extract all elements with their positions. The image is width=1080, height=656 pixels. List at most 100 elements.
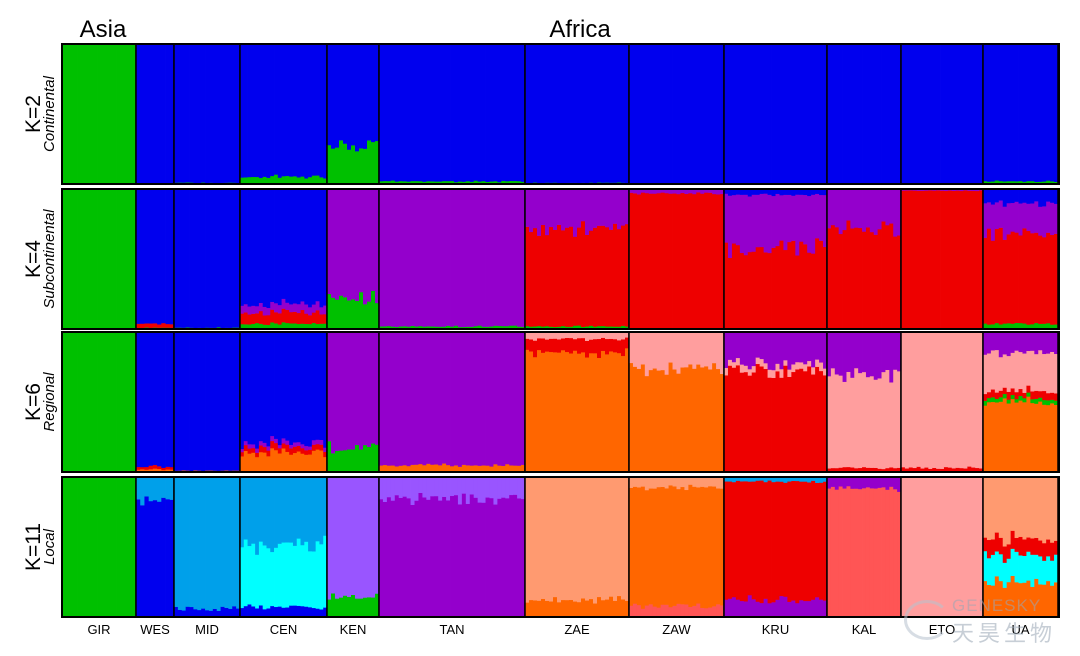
admixture-bar-K4-KRU-6-purple: [747, 196, 753, 253]
k-label-K11: K=11: [22, 523, 45, 571]
admixture-bar-K6-ZAE-23-pink: [617, 332, 622, 341]
admixture-bar-K2-TAN-30-blue: [497, 44, 502, 183]
admixture-bar-K11-KRU-1-purple: [727, 598, 733, 618]
admixture-bar-K4-ZAE-21-green: [609, 326, 614, 330]
admixture-bar-K6-KAL-0-purple: [827, 332, 832, 377]
admixture-bar-K4-ZAW-0-red: [629, 192, 634, 330]
admixture-bar-K6-ZAE-14-pink: [581, 332, 586, 339]
admixture-bar-K2-ETO-16-blue: [963, 44, 968, 185]
admixture-bar-K6-ZAE-23-orange: [617, 352, 622, 473]
admixture-bar-K11-CEN-9-blue: [274, 606, 279, 618]
admixture-bar-K4-CEN-3-blue: [251, 189, 256, 306]
admixture-bar-K4-KEN-9-purple: [363, 189, 368, 305]
admixture-bar-K11-ZAE-1-salmon: [529, 477, 534, 601]
admixture-bar-K11-TAN-6-lavender: [402, 477, 408, 497]
admixture-bar-K6-MID-0-blue: [174, 332, 179, 471]
admixture-bar-K2-TAN-11-blue: [422, 44, 427, 182]
admixture-bar-K4-MID-16-blue: [236, 189, 241, 328]
admixture-bar-K6-KRU-12-red: [771, 377, 776, 473]
admixture-bar-K6-WES-2-blue: [144, 332, 150, 468]
admixture-bar-K4-KRU-12-red: [771, 247, 776, 330]
admixture-bar-K4-MID-2-blue: [181, 189, 187, 328]
admixture-bar-K6-UA-13-orange: [1034, 403, 1039, 473]
admixture-bar-K6-KRU-15-red: [783, 365, 788, 473]
admixture-bar-K4-ZAE-13-purple: [577, 189, 582, 228]
admixture-bar-K6-TAN-15-orange: [438, 465, 443, 473]
admixture-bar-K11-CEN-8-cyan: [270, 551, 275, 607]
admixture-bar-K6-CEN-3-orange: [251, 452, 256, 473]
admixture-bar-K11-KAL-8-coral: [858, 488, 863, 618]
admixture-bar-K4-TAN-28-purple: [489, 189, 494, 327]
admixture-bar-K11-ZAW-10-coral: [668, 606, 673, 618]
admixture-bar-K6-WES-2-red: [144, 466, 150, 470]
admixture-bar-K4-UA-8-green: [1014, 322, 1019, 330]
admixture-bar-K6-GIR-1-green: [65, 332, 71, 473]
admixture-bar-K11-KEN-8-green: [359, 598, 364, 618]
admixture-bar-K11-MID-14-blue: [228, 608, 233, 618]
admixture-bar-K4-MID-7-blue: [201, 189, 206, 329]
admixture-bar-K6-ETO-14-pink: [955, 332, 960, 468]
admixture-bar-K2-TAN-2-blue: [386, 44, 392, 182]
admixture-bar-K2-ZAW-23-blue: [720, 44, 725, 185]
admixture-bar-K2-TAN-9-blue: [414, 44, 419, 182]
admixture-bar-K6-KRU-16-red: [787, 376, 792, 473]
admixture-bar-K11-CEN-3-blue: [251, 606, 256, 618]
admixture-bar-K6-GIR-15-green: [120, 332, 125, 473]
admixture-bar-K2-TAN-23-blue: [469, 44, 475, 182]
admixture-bar-K6-ZAE-5-pink: [545, 332, 550, 340]
admixture-bar-K4-GIR-0-green: [62, 189, 67, 330]
admixture-bar-K11-UA-16-cyan: [1046, 556, 1051, 582]
admixture-bar-K2-ZAE-6-blue: [549, 44, 554, 183]
admixture-bar-K4-ETO-7-red: [928, 190, 933, 330]
admixture-bar-K6-UA-5-orange: [1002, 398, 1008, 473]
admixture-bar-K6-TAN-14-orange: [434, 464, 439, 473]
admixture-bar-K4-CEN-17-red: [304, 313, 309, 325]
admixture-bar-K4-KEN-7-green: [355, 300, 360, 330]
admixture-bar-K6-CEN-11-blue: [281, 332, 286, 439]
admixture-bar-K2-UA-9-green: [1018, 180, 1023, 185]
admixture-bar-K2-GIR-6-green: [85, 44, 90, 185]
admixture-bar-K2-KRU-12-blue: [771, 44, 776, 185]
admixture-bar-K4-CEN-14-purple: [292, 303, 298, 312]
admixture-bar-K6-ZAE-3-pink: [537, 332, 542, 339]
admixture-bar-K4-ZAE-7-purple: [553, 189, 558, 230]
admixture-bar-K6-CEN-2-purple: [247, 444, 252, 449]
admixture-bar-K4-ZAE-17-red: [593, 227, 598, 327]
admixture-bar-K6-ZAE-0-orange: [525, 349, 530, 473]
admixture-bar-K6-KEN-6-green: [351, 449, 356, 473]
admixture-bar-K4-UA-15-red: [1042, 237, 1047, 324]
admixture-bar-K6-ZAE-25-red: [625, 337, 630, 349]
admixture-bar-K4-ZAE-2-red: [533, 227, 538, 327]
admixture-bar-K2-KAL-4-blue: [842, 44, 847, 185]
admixture-bar-K6-KRU-23-purple: [815, 332, 820, 360]
admixture-bar-K11-CEN-8-lightblue: [270, 477, 275, 553]
admixture-bar-K6-UA-13-pink: [1034, 353, 1039, 391]
admixture-bar-K6-ETO-3-red: [912, 467, 918, 473]
admixture-bar-K6-CEN-20-purple: [315, 439, 320, 445]
admixture-bar-K2-TAN-0-blue: [379, 44, 384, 182]
admixture-bar-K11-TAN-0-purple: [379, 499, 384, 618]
admixture-bar-K6-ZAW-3-pink: [640, 332, 646, 365]
admixture-bar-K2-CEN-16-green: [300, 176, 305, 185]
admixture-bar-K4-UA-9-red: [1018, 235, 1023, 324]
admixture-bar-K4-ZAE-19-purple: [601, 189, 606, 226]
admixture-bar-K4-TAN-10-green: [418, 325, 423, 330]
admixture-bar-K6-ZAE-19-pink: [601, 332, 606, 338]
admixture-bar-K6-ETO-11-pink: [943, 332, 949, 468]
admixture-bar-K6-KRU-6-red: [747, 375, 753, 473]
admixture-bar-K4-KRU-21-blue: [807, 189, 812, 197]
admixture-bar-K2-GIR-5-green: [81, 44, 86, 185]
admixture-bar-K4-CEN-15-blue: [296, 189, 301, 305]
admixture-bar-K6-GIR-6-green: [85, 332, 90, 473]
admixture-bar-K6-UA-18-orange: [1054, 404, 1059, 473]
admixture-bar-K2-KRU-25-blue: [823, 44, 828, 185]
admixture-bar-K6-TAN-22-orange: [465, 465, 471, 473]
admixture-bar-K11-ZAW-4-coral: [644, 605, 650, 618]
population-label-KRU: KRU: [762, 622, 789, 637]
admixture-bar-K4-TAN-0-green: [379, 326, 384, 330]
admixture-bar-K6-ETO-1-red: [904, 468, 910, 473]
admixture-bar-K6-ZAE-7-pink: [553, 332, 558, 339]
admixture-bar-K2-KEN-4-blue: [343, 44, 348, 144]
admixture-bar-K6-TAN-31-orange: [501, 465, 506, 473]
